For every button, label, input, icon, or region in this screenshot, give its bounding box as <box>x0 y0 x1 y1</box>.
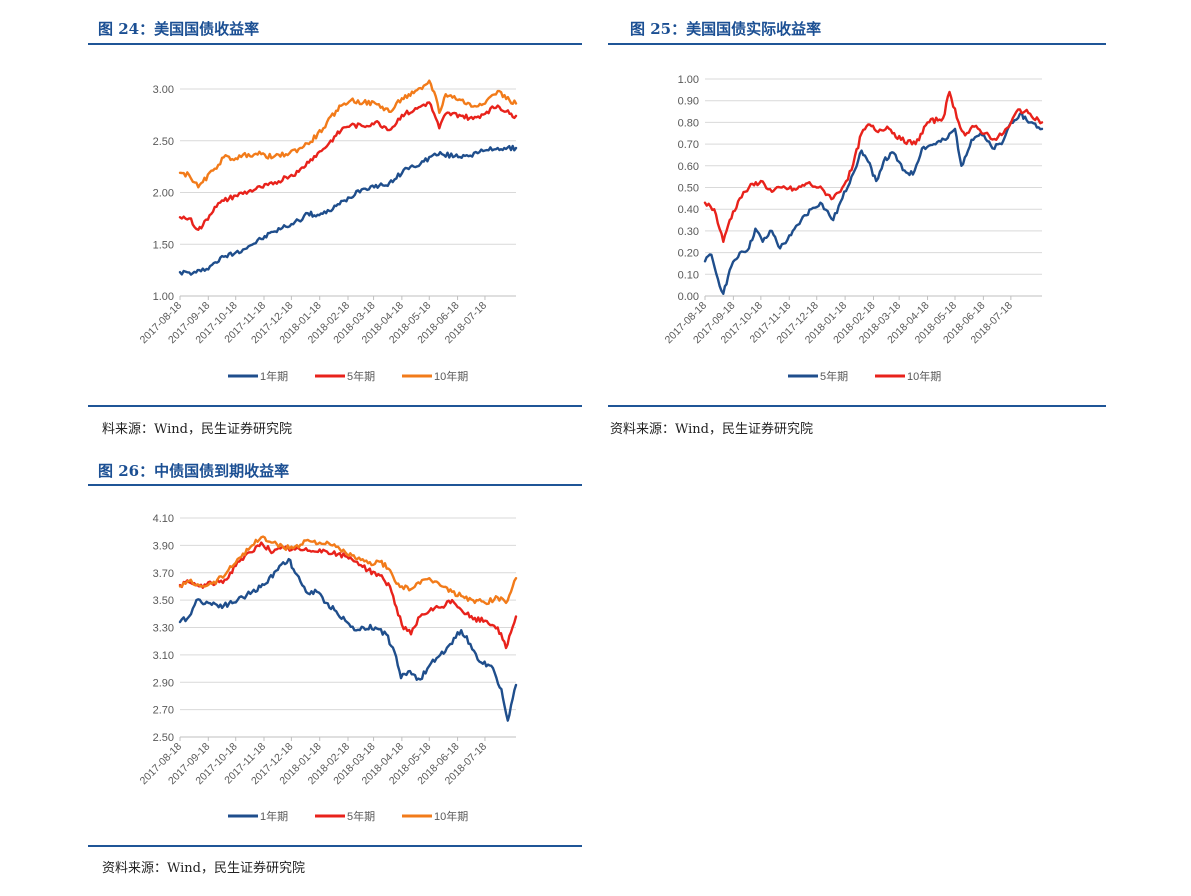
y-tick-label: 4.10 <box>153 513 174 525</box>
title-rule <box>88 43 582 45</box>
source-rule <box>608 405 1106 407</box>
source-note: 资料来源：Wind，民生证券研究院 <box>102 861 305 876</box>
chart-title: 图 24：美国国债收益率 <box>98 20 260 38</box>
legend-label: 5年期 <box>347 369 375 383</box>
y-tick-label: 3.10 <box>153 650 174 662</box>
series-line <box>178 101 518 231</box>
chart-title: 图 26：中债国债到期收益率 <box>98 462 290 480</box>
legend-label: 1年期 <box>260 369 288 383</box>
legend-label: 5年期 <box>820 369 848 383</box>
y-tick-label: 0.90 <box>678 96 699 108</box>
title-rule <box>608 43 1106 45</box>
y-tick-label: 2.90 <box>153 677 174 689</box>
y-tick-label: 0.00 <box>678 291 699 303</box>
y-tick-label: 0.20 <box>678 248 699 260</box>
y-tick-label: 2.70 <box>153 705 174 717</box>
y-tick-label: 0.40 <box>678 204 699 216</box>
line-chart: 2.502.702.903.103.303.503.703.904.102017… <box>138 513 518 823</box>
series-line <box>703 90 1044 243</box>
y-tick-label: 1.00 <box>678 74 699 86</box>
chart-panel-china-bond-yield: 图 26：中债国债到期收益率 2.50 2.70 2.90 3.10 3.30 3.50 3… <box>88 460 582 880</box>
y-tick-label: 1.00 <box>153 291 174 303</box>
series-line <box>178 144 518 276</box>
legend-label: 10年期 <box>434 369 468 383</box>
chart-panel-us-real-yield: 图 25：美国国债实际收益率 0.00 0.10 0.20 0.30 0.40 0.50 0… <box>608 18 1106 438</box>
y-tick-label: 3.70 <box>153 568 174 580</box>
legend-label: 1年期 <box>260 809 288 823</box>
y-tick-label: 1.50 <box>153 239 174 251</box>
legend-label: 10年期 <box>434 809 468 823</box>
y-tick-label: 3.90 <box>153 540 174 552</box>
y-tick-label: 0.60 <box>678 161 699 173</box>
y-tick-label: 2.50 <box>153 732 174 744</box>
series-line <box>178 557 518 722</box>
y-tick-label: 0.10 <box>678 269 699 281</box>
y-tick-label: 0.70 <box>678 139 699 151</box>
y-tick-label: 3.50 <box>153 595 174 607</box>
y-tick-label: 2.00 <box>153 188 174 200</box>
series-line <box>178 541 518 650</box>
y-tick-label: 0.80 <box>678 117 699 129</box>
series-line <box>178 79 518 189</box>
legend-label: 5年期 <box>347 809 375 823</box>
line-chart: 0.00 0.10 0.20 0.30 0.40 0.50 0.60 0.70 0.80 0.90… <box>663 74 1044 383</box>
title-rule <box>88 484 582 486</box>
chart-panel-us-treasury-yield: 图 24：美国国债收益率 1.00 1.50 2.00 2.50 3.00 2017-08… <box>88 18 582 438</box>
y-tick-label: 3.00 <box>153 84 174 96</box>
y-tick-label: 0.50 <box>678 183 699 195</box>
source-note: 资料来源：Wind，民生证券研究院 <box>610 422 813 437</box>
y-tick-label: 3.30 <box>153 623 174 635</box>
source-rule <box>88 845 582 847</box>
series-line <box>703 111 1044 295</box>
source-note: 料来源：Wind，民生证券研究院 <box>102 422 292 437</box>
chart-title: 图 25：美国国债实际收益率 <box>630 20 822 38</box>
source-rule <box>88 405 582 407</box>
y-tick-label: 0.30 <box>678 226 699 238</box>
series-line <box>178 535 518 606</box>
y-tick-label: 2.50 <box>153 136 174 148</box>
legend-label: 10年期 <box>907 369 941 383</box>
line-chart: 1.001.502.002.503.002017-08-182017-09-18… <box>138 79 518 383</box>
